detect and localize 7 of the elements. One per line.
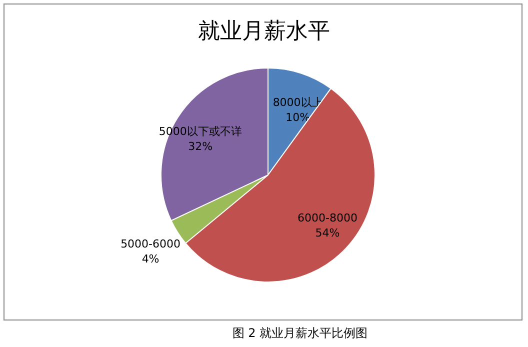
caption: 图 2 就业月薪水平比例图 <box>232 326 368 340</box>
data-label: 32% <box>188 140 213 154</box>
slice-label: 5000-6000 <box>120 238 181 251</box>
chart-title: 就业月薪水平 <box>198 19 330 44</box>
slice-label: 6000-8000 <box>297 211 358 224</box>
data-label: 4% <box>142 252 160 266</box>
data-label: 54% <box>315 226 340 240</box>
